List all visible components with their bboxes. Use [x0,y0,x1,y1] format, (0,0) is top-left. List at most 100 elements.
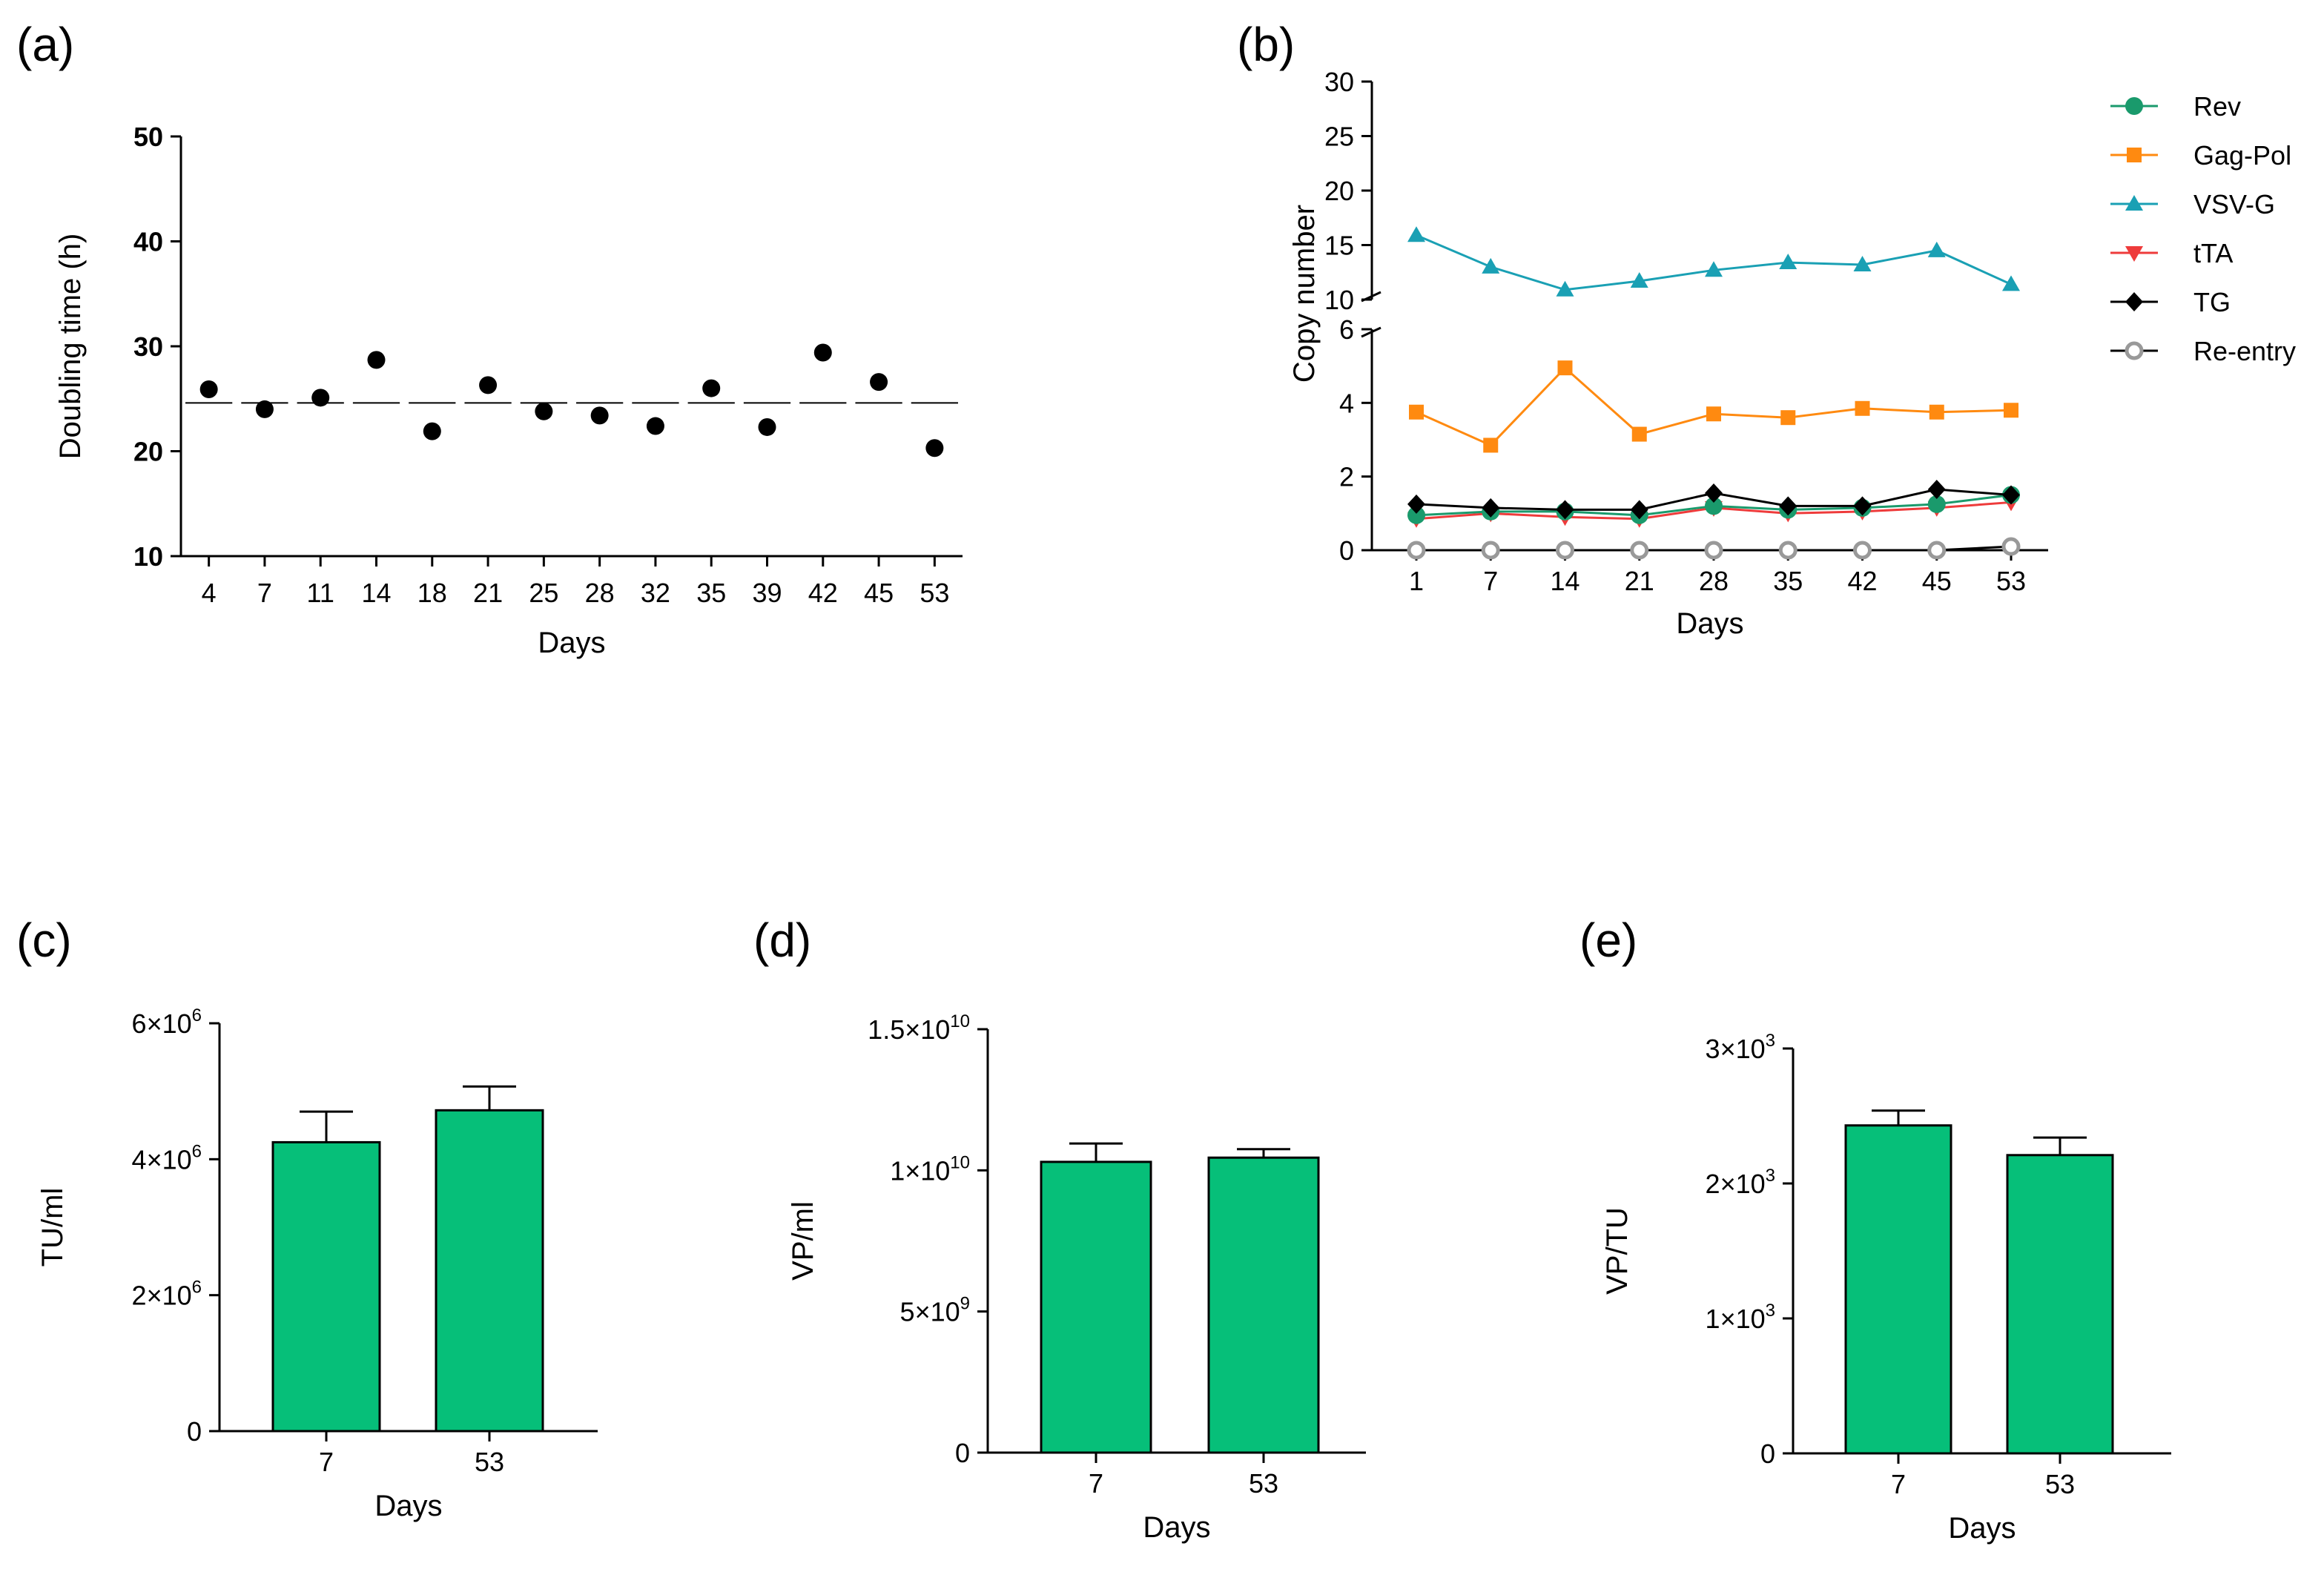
x-tick-label-a: 11 [307,578,334,608]
legend-label-tta: tTA [2193,238,2233,268]
data-point-re-entry [1853,541,1872,560]
x-tick-label-e: 7 [1891,1469,1906,1499]
x-tick-label-a: 53 [920,578,949,608]
data-point-rev [1705,497,1723,515]
data-point-a [702,379,721,397]
data-point-vsv-g [1927,241,1946,257]
data-point-re-entry [1556,541,1574,560]
y-tick-label-e: 0 [1760,1439,1775,1469]
x-axis-title-c: Days [374,1490,442,1522]
legend-marker-rev [2125,97,2143,115]
data-point-gag-pol [1631,426,1647,442]
bar-d-53 [1207,1156,1320,1454]
data-point-a [423,422,441,440]
data-point-rev [1407,506,1425,524]
tick-exponent: 3 [1766,1301,1775,1321]
x-tick-label-d: 7 [1089,1468,1103,1499]
data-point-re-entry [1778,541,1798,560]
legend-marker-tg [2125,292,2143,311]
tick-mantissa: 5×10 [900,1297,960,1327]
data-point-tg [1705,483,1723,503]
bar-c-53 [435,1109,544,1433]
data-point-gag-pol [1780,410,1796,426]
y-tick-label-e: 1×103 [1706,1301,1775,1334]
legend-marker-gag-pol [2127,148,2142,162]
axis-break-mark-b [1361,326,1381,338]
data-point-vsv-g [1482,257,1500,274]
data-point-gag-pol [1557,360,1573,376]
data-point-rev [1927,495,1946,513]
data-point-a [758,417,776,436]
y-axis-title-d: VP/ml [787,1201,819,1281]
tick-exponent: 6 [192,1141,202,1161]
data-point-gag-pol [1929,404,1944,420]
legend-label-tg: TG [2193,287,2231,317]
data-point-vsv-g [1853,255,1872,271]
data-point-a [535,402,553,420]
data-point-gag-pol [1483,437,1499,453]
data-point-re-entry [1630,541,1649,560]
data-point-vsv-g [1407,226,1425,242]
tick-exponent: 9 [960,1294,970,1314]
x-tick-label-a: 25 [529,578,558,608]
data-point-vsv-g [1705,261,1723,277]
data-point-tg [1927,480,1946,500]
data-point-gag-pol [1706,406,1721,422]
tick-mantissa: 2×10 [132,1281,192,1311]
data-point-tg [1853,496,1872,516]
bar-e-53 [2006,1154,2114,1455]
legend-marker-vsv-g [2125,195,2143,211]
y-tick-label-b: 10 [1324,285,1354,315]
data-point-tg [1407,494,1425,514]
data-point-tg [1779,496,1798,516]
x-tick-label-c: 7 [319,1447,334,1477]
data-point-a [255,400,274,418]
x-tick-label-b: 21 [1625,566,1654,596]
legend-label-rev: Rev [2193,91,2241,122]
y-tick-label-c: 4×106 [132,1141,202,1175]
panel-label-a: (a) [16,18,74,71]
tick-exponent: 10 [950,1152,970,1172]
panel-label-d: (d) [753,914,811,967]
data-point-a [646,417,664,435]
tick-mantissa: 4×10 [132,1144,192,1175]
x-tick-label-a: 18 [417,578,447,608]
data-point-tg [1556,500,1574,520]
y-tick-label-d: 1×1010 [890,1152,970,1186]
y-tick-label-b: 6 [1339,314,1354,345]
x-tick-label-b: 53 [1996,566,2026,596]
x-tick-label-d: 53 [1249,1468,1278,1499]
tick-exponent: 6 [192,1278,202,1298]
tick-exponent: 3 [1766,1031,1775,1051]
legend-label-re-entry: Re-entry [2193,336,2296,366]
y-tick-label-a: 40 [133,227,163,257]
x-tick-label-a: 35 [696,578,726,608]
y-tick-label-b: 20 [1324,176,1354,206]
legend-label-vsv-g: VSV-G [2193,189,2275,219]
data-point-vsv-g [2002,275,2020,291]
data-point-a [367,351,386,369]
data-point-re-entry [1704,541,1723,560]
x-tick-label-a: 39 [752,578,782,608]
data-point-tg [2002,485,2020,505]
tick-mantissa: 1×10 [1706,1304,1766,1334]
tick-exponent: 6 [192,1005,202,1026]
tick-mantissa: 1.5×10 [868,1014,950,1045]
x-tick-label-a: 14 [361,578,391,608]
y-tick-label-b: 2 [1339,462,1354,492]
data-point-a [590,406,609,425]
x-tick-label-e: 53 [2045,1469,2075,1499]
panel-label-e: (e) [1579,914,1637,967]
data-point-a [870,373,888,392]
data-point-a [813,343,832,362]
data-point-gag-pol [2004,403,2018,418]
x-tick-label-b: 7 [1483,566,1498,596]
panel-label-c: (c) [16,914,72,967]
x-tick-label-a: 7 [257,578,272,608]
data-point-gag-pol [1409,404,1424,420]
tick-exponent: 3 [1766,1166,1775,1186]
y-tick-label-e: 2×103 [1706,1166,1775,1199]
x-tick-label-a: 4 [202,578,217,608]
legend-marker-tta [2125,246,2143,262]
